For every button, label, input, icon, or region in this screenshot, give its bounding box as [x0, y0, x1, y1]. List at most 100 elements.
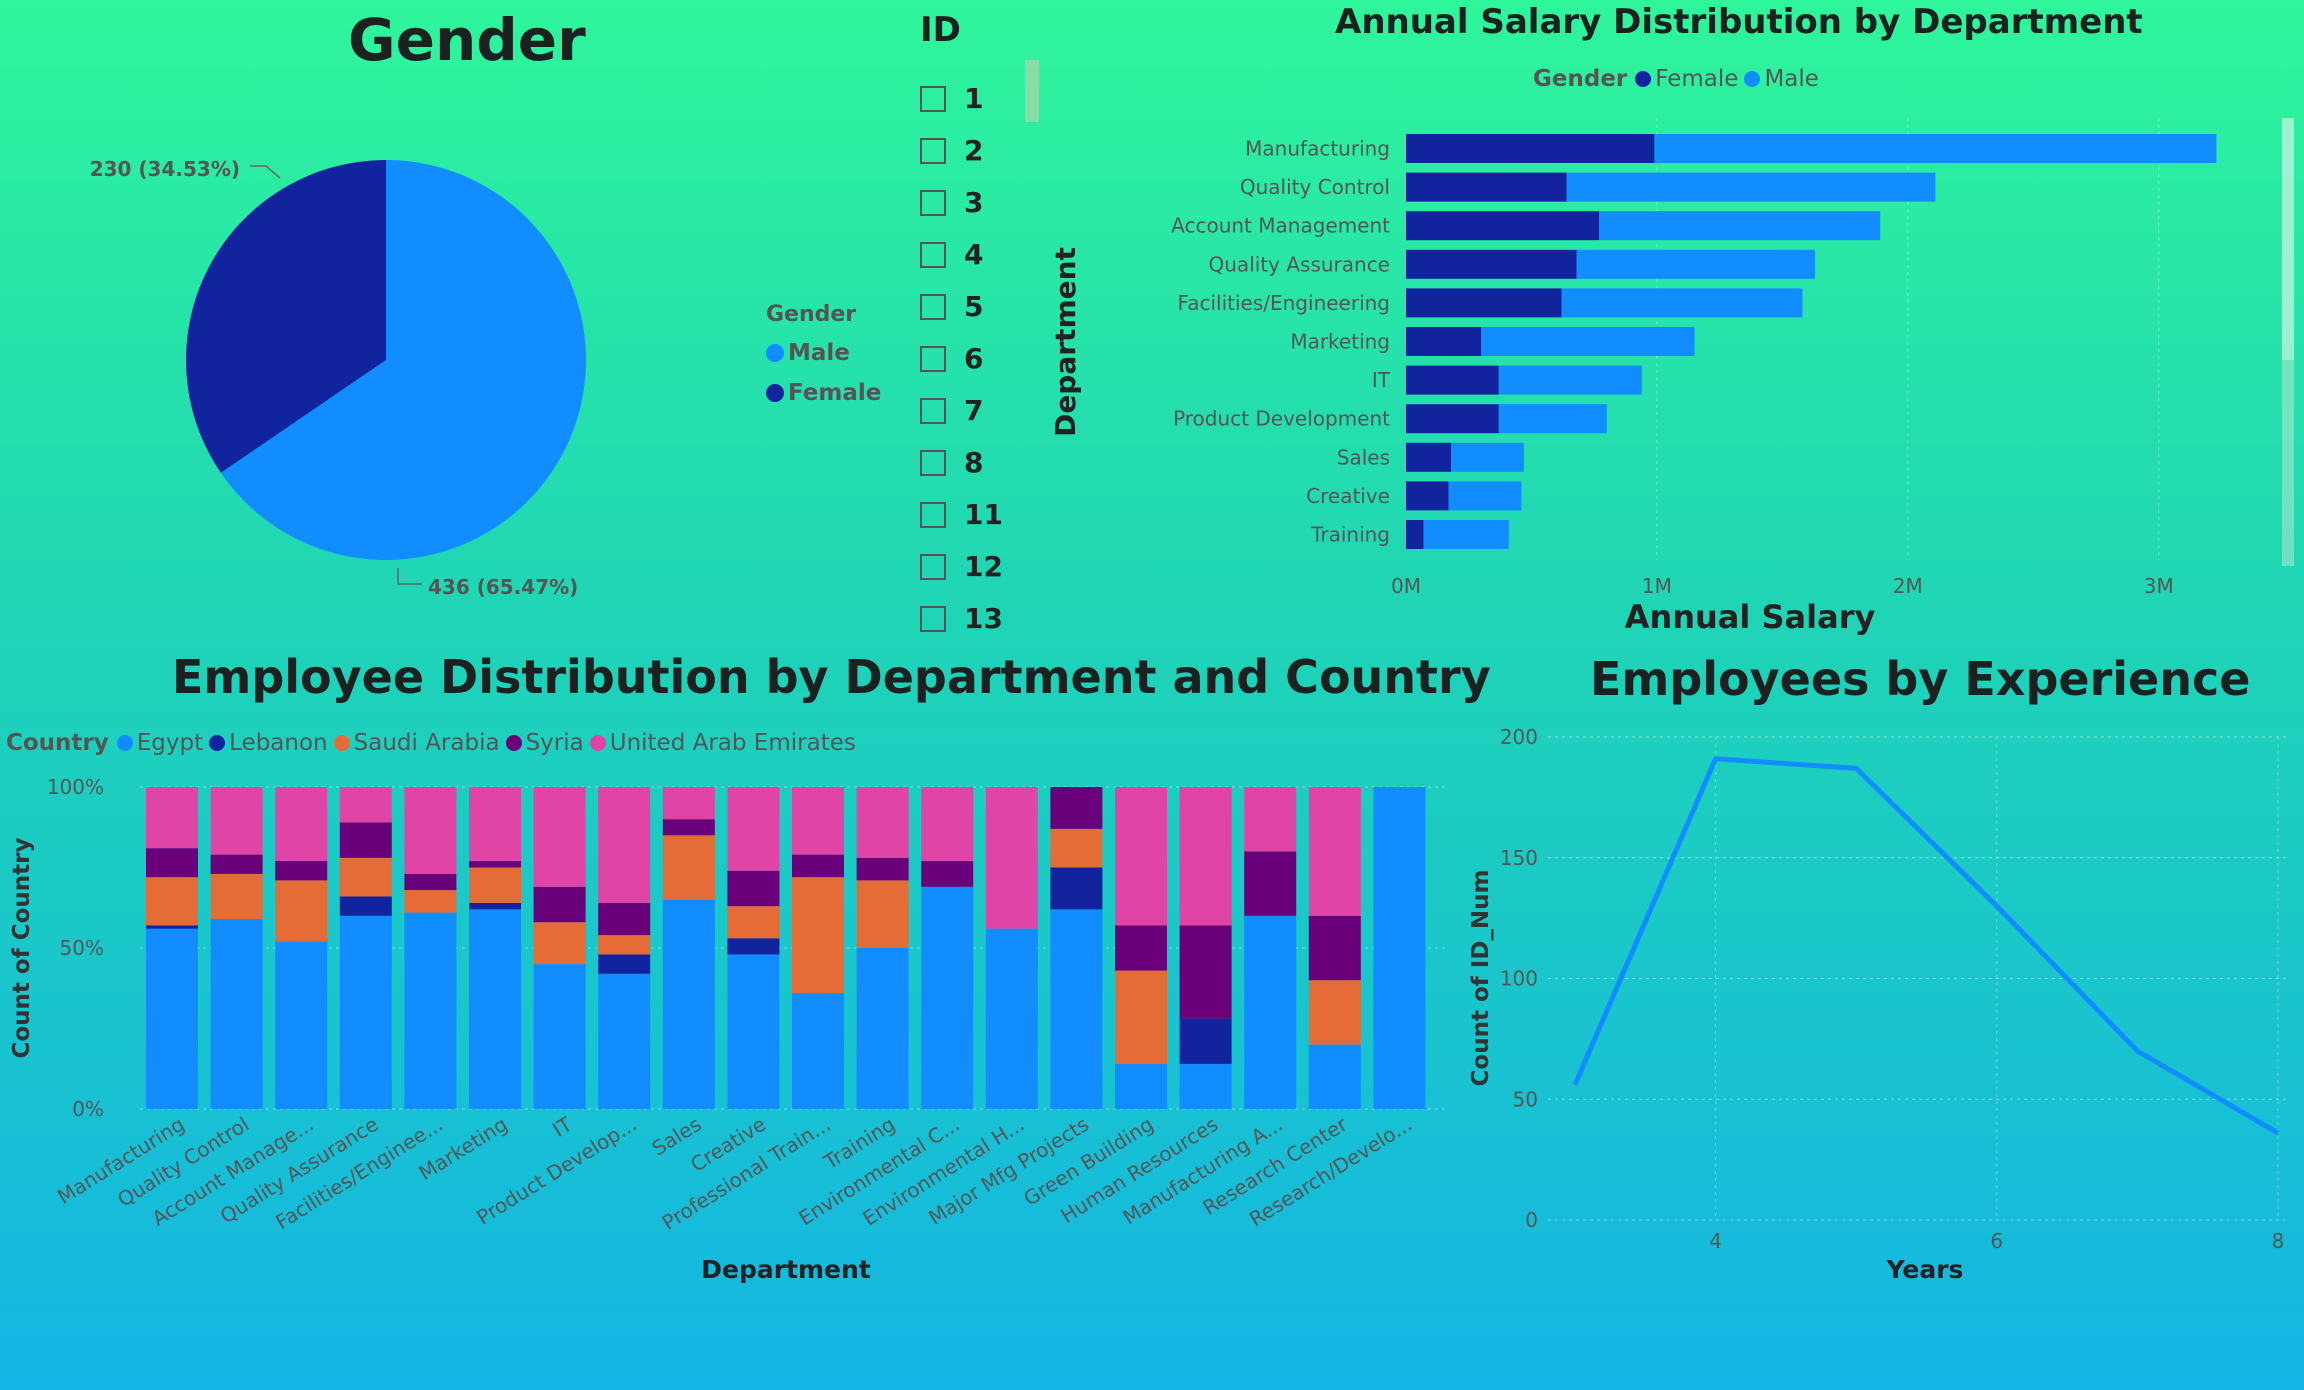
country-bar-segment[interactable]	[146, 848, 198, 878]
country-bar-segment[interactable]	[662, 787, 715, 820]
country-bar-segment[interactable]	[533, 787, 586, 887]
salary-bar-female[interactable]	[1406, 249, 1577, 279]
country-bar-segment[interactable]	[727, 787, 780, 871]
experience-data-point[interactable]	[1713, 756, 1719, 762]
country-legend-item-uae[interactable]: United Arab Emirates	[589, 730, 856, 756]
country-bar-segment[interactable]	[469, 902, 521, 910]
country-bar-segment[interactable]	[598, 973, 651, 1109]
checkbox[interactable]	[920, 241, 946, 268]
checkbox[interactable]	[920, 449, 946, 476]
country-bar-segment[interactable]	[469, 861, 521, 868]
country-bar-segment[interactable]	[1308, 980, 1361, 1045]
pie-slice-female[interactable]	[186, 160, 386, 473]
experience-data-point[interactable]	[1572, 1082, 1578, 1088]
country-bar-segment[interactable]	[275, 880, 328, 942]
country-bar-segment[interactable]	[469, 787, 521, 862]
country-bar-segment[interactable]	[1115, 1063, 1167, 1109]
country-bar-segment[interactable]	[598, 954, 651, 974]
country-bar-segment[interactable]	[1308, 1044, 1361, 1109]
country-bar-segment[interactable]	[598, 935, 651, 955]
salary-bar-female[interactable]	[1406, 134, 1655, 163]
checkbox[interactable]	[920, 189, 946, 216]
country-bar-segment[interactable]	[1179, 1018, 1232, 1064]
country-bar-segment[interactable]	[275, 941, 328, 1109]
salary-bar-male[interactable]	[1498, 365, 1642, 395]
salary-scrollbar-thumb[interactable]	[2282, 118, 2294, 360]
id-slicer-item[interactable]: 12	[920, 550, 1003, 583]
country-bar-segment[interactable]	[1308, 915, 1361, 981]
checkbox[interactable]	[920, 345, 946, 372]
country-legend-item-lebanon[interactable]: Lebanon	[209, 730, 328, 756]
country-bar-segment[interactable]	[210, 873, 263, 920]
country-bar-segment[interactable]	[210, 854, 263, 874]
gender-legend-item-male[interactable]: Male	[766, 340, 881, 366]
country-bar-segment[interactable]	[404, 787, 457, 874]
country-bar-segment[interactable]	[985, 787, 1038, 929]
country-bar-segment[interactable]	[856, 857, 909, 881]
country-bar-segment[interactable]	[275, 787, 328, 862]
experience-data-point[interactable]	[1994, 903, 2000, 909]
country-bar-segment[interactable]	[533, 886, 586, 923]
country-bar-segment[interactable]	[598, 902, 651, 936]
salary-legend-item-female[interactable]: Female	[1635, 66, 1738, 92]
country-bar-segment[interactable]	[727, 938, 780, 955]
id-slicer-item[interactable]: 2	[920, 134, 983, 167]
id-slicer-item[interactable]: 11	[920, 498, 1003, 531]
country-bar-segment[interactable]	[856, 880, 909, 948]
experience-series-line[interactable]	[1572, 756, 2280, 1136]
salary-bar-male[interactable]	[1481, 327, 1695, 356]
country-legend-item-egypt[interactable]: Egypt	[116, 730, 203, 756]
experience-data-point[interactable]	[2134, 1048, 2140, 1054]
country-bar-segment[interactable]	[856, 787, 909, 858]
country-bar-segment[interactable]	[1179, 1063, 1232, 1109]
country-bar-segment[interactable]	[339, 915, 392, 1109]
country-bar-segment[interactable]	[146, 925, 198, 929]
country-bar-segment[interactable]	[339, 857, 392, 897]
salary-bar-female[interactable]	[1406, 211, 1600, 241]
salary-bar-male[interactable]	[1654, 134, 2217, 163]
checkbox[interactable]	[920, 501, 946, 528]
country-bar-segment[interactable]	[727, 954, 780, 1109]
country-bar-segment[interactable]	[1050, 787, 1103, 829]
country-bar-segment[interactable]	[662, 819, 715, 836]
country-bar-segment[interactable]	[598, 787, 651, 903]
country-bar-segment[interactable]	[792, 877, 844, 994]
country-bar-segment[interactable]	[1050, 909, 1103, 1109]
pie-slice-male[interactable]	[220, 160, 587, 560]
country-bar-segment[interactable]	[210, 919, 263, 1109]
salary-bar-male[interactable]	[1451, 442, 1524, 472]
country-bar-segment[interactable]	[921, 886, 974, 1109]
country-bar-segment[interactable]	[146, 787, 198, 849]
country-bar-segment[interactable]	[1244, 915, 1297, 1109]
country-legend-item-saudi[interactable]: Saudi Arabia	[333, 730, 500, 756]
country-bar-segment[interactable]	[339, 787, 392, 823]
country-bar-segment[interactable]	[1115, 787, 1167, 926]
country-bar-segment[interactable]	[339, 896, 392, 916]
experience-line-chart[interactable]: 0 50 100 150 200 4 6 8 Years Count of ID_Num	[1460, 640, 2304, 1390]
country-bar-segment[interactable]	[469, 867, 521, 903]
country-bar-segment[interactable]	[727, 906, 780, 939]
gender-pie-chart[interactable]: 436 (65.47%) 230 (34.53%)	[0, 0, 900, 620]
country-bar-segment[interactable]	[985, 928, 1038, 1109]
salary-bar-male[interactable]	[1498, 404, 1607, 434]
checkbox[interactable]	[920, 137, 946, 164]
id-slicer-scrollbar[interactable]	[1025, 60, 1039, 122]
experience-data-point[interactable]	[1853, 765, 1859, 771]
id-slicer-item[interactable]: 3	[920, 186, 983, 219]
country-bar-segment[interactable]	[1308, 787, 1361, 916]
country-bar-segment[interactable]	[792, 854, 844, 878]
country-bar-segment[interactable]	[1244, 787, 1297, 852]
country-bar-segment[interactable]	[1179, 925, 1232, 1019]
salary-bar-male[interactable]	[1423, 520, 1509, 549]
country-bar-segment[interactable]	[1050, 828, 1103, 868]
salary-bar-female[interactable]	[1406, 404, 1499, 434]
id-slicer-item[interactable]: 4	[920, 238, 983, 271]
country-bar-segment[interactable]	[469, 909, 521, 1109]
salary-bar-male[interactable]	[1448, 481, 1522, 511]
country-bar-segment[interactable]	[1373, 787, 1426, 1109]
salary-bar-female[interactable]	[1406, 365, 1499, 395]
id-slicer-item[interactable]: 13	[920, 602, 1003, 635]
checkbox[interactable]	[920, 553, 946, 580]
country-bar-segment[interactable]	[404, 890, 457, 913]
checkbox[interactable]	[920, 605, 946, 632]
